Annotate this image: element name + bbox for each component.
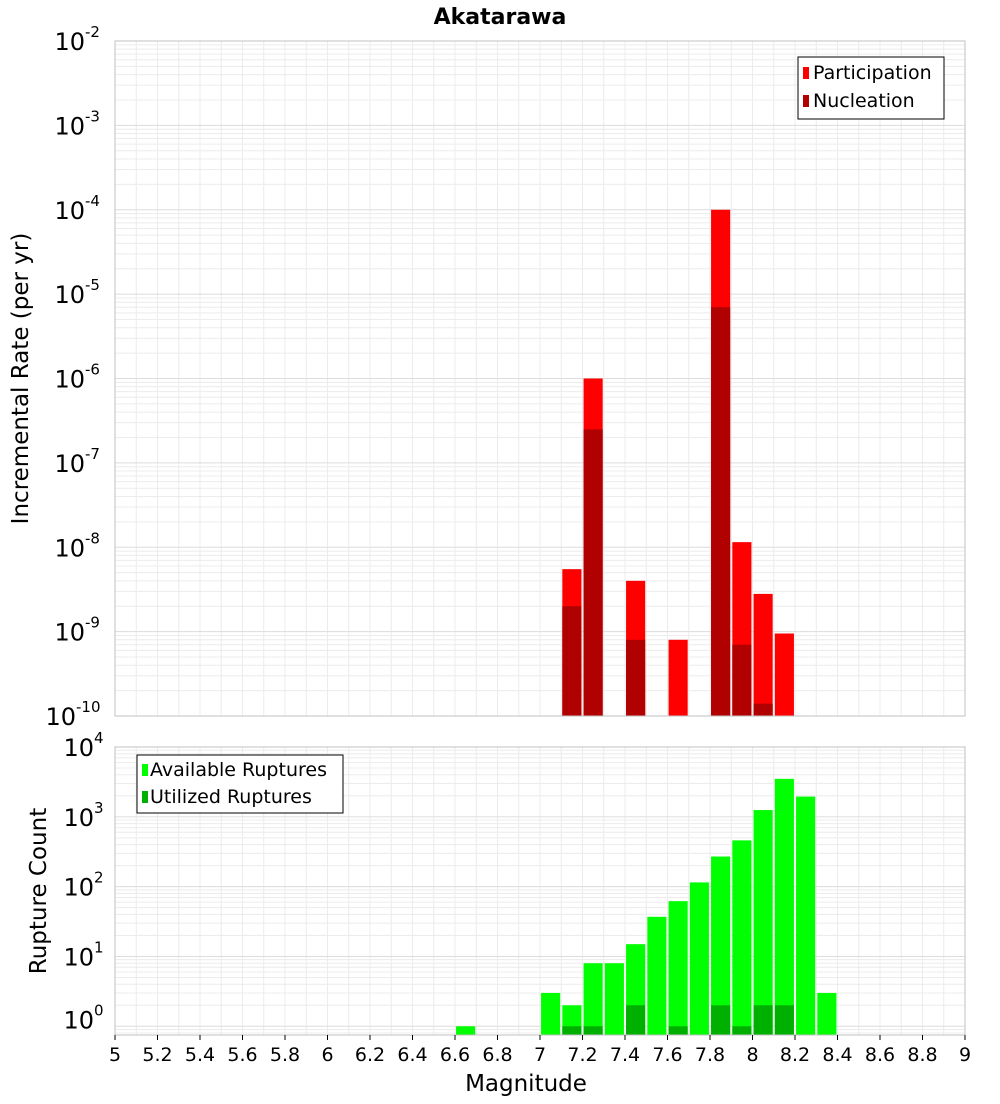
x-tick-label: 6.8 bbox=[482, 1044, 512, 1066]
y-tick-label-base: 10 bbox=[45, 703, 76, 731]
y-tick-label-base: 10 bbox=[54, 619, 85, 647]
y-tick-label-exponent: -2 bbox=[85, 23, 100, 41]
legend-label: Nucleation bbox=[813, 90, 915, 112]
nucleation-bar bbox=[583, 429, 603, 716]
plot-frame bbox=[114, 40, 966, 717]
y-tick-label-base: 10 bbox=[54, 281, 85, 309]
available-ruptures-bar bbox=[732, 840, 752, 1035]
legend-swatch bbox=[142, 764, 148, 776]
utilized-ruptures-bar bbox=[711, 1005, 731, 1035]
available-ruptures-bar bbox=[604, 963, 624, 1035]
legend-swatch bbox=[803, 67, 809, 79]
y-axis-label: Rupture Count bbox=[26, 808, 52, 974]
x-tick-label: 8.4 bbox=[822, 1044, 852, 1066]
y-tick-label-exponent: -9 bbox=[85, 614, 100, 632]
y-tick-label-exponent: -4 bbox=[85, 192, 100, 210]
utilized-ruptures-bar bbox=[668, 1026, 688, 1035]
x-axis-label: Magnitude bbox=[465, 1071, 587, 1097]
y-tick-label-exponent: -3 bbox=[85, 107, 100, 125]
x-tick-label: 6.2 bbox=[355, 1044, 385, 1066]
y-tick-label-exponent: 4 bbox=[94, 729, 104, 747]
legend-label: Participation bbox=[813, 62, 932, 84]
available-ruptures-bar bbox=[774, 778, 794, 1035]
legend-swatch bbox=[142, 791, 148, 803]
nucleation-bar bbox=[732, 644, 752, 716]
x-tick-label: 7.2 bbox=[567, 1044, 597, 1066]
x-tick-label: 8 bbox=[746, 1044, 758, 1066]
utilized-ruptures-bar bbox=[583, 1026, 603, 1035]
x-tick-label: 6.4 bbox=[397, 1044, 427, 1066]
y-tick-label-base: 10 bbox=[54, 450, 85, 478]
chart-title: Akatarawa bbox=[434, 5, 567, 30]
y-axis-label: Incremental Rate (per yr) bbox=[8, 233, 34, 525]
y-tick-label-exponent: -10 bbox=[76, 698, 101, 716]
x-tick-label: 8.6 bbox=[865, 1044, 895, 1066]
available-ruptures-bar bbox=[817, 992, 837, 1035]
utilized-ruptures-bar bbox=[774, 1005, 794, 1035]
y-tick-label-exponent: 0 bbox=[94, 1001, 104, 1019]
y-tick-label-base: 10 bbox=[54, 112, 85, 140]
y-tick-label-base: 10 bbox=[63, 804, 94, 832]
y-tick-label-exponent: 1 bbox=[94, 938, 104, 956]
y-tick-label-exponent: -6 bbox=[85, 361, 100, 379]
utilized-ruptures-bar bbox=[732, 1026, 752, 1035]
y-tick-label-base: 10 bbox=[63, 874, 94, 902]
x-tick-label: 5.6 bbox=[227, 1044, 257, 1066]
x-tick-label: 6 bbox=[321, 1044, 333, 1066]
nucleation-bar bbox=[626, 639, 646, 716]
legend-box bbox=[136, 754, 344, 814]
y-tick-label-base: 10 bbox=[63, 1006, 94, 1034]
utilized-ruptures-bar bbox=[626, 1005, 646, 1035]
nucleation-bar bbox=[711, 307, 731, 716]
x-tick-label: 5.8 bbox=[270, 1044, 300, 1066]
available-ruptures-bar bbox=[796, 796, 816, 1035]
legend-swatch bbox=[803, 95, 809, 107]
participation-bar bbox=[668, 639, 688, 716]
y-tick-label-base: 10 bbox=[54, 197, 85, 225]
x-tick-label: 7.8 bbox=[695, 1044, 725, 1066]
utilized-ruptures-bar bbox=[562, 1026, 582, 1035]
x-tick-label: 8.2 bbox=[780, 1044, 810, 1066]
legend-box bbox=[797, 56, 945, 120]
participation-bar bbox=[774, 633, 794, 716]
y-tick-label-base: 10 bbox=[63, 943, 94, 971]
legend-label: Available Ruptures bbox=[150, 759, 327, 781]
utilized-ruptures-bar bbox=[753, 1005, 773, 1035]
available-ruptures-bar bbox=[711, 856, 731, 1035]
x-tick-label: 7.6 bbox=[652, 1044, 682, 1066]
y-tick-label-exponent: 3 bbox=[94, 799, 104, 817]
available-ruptures-bar bbox=[668, 901, 688, 1035]
y-tick-label-base: 10 bbox=[54, 28, 85, 56]
x-tick-label: 9 bbox=[959, 1044, 971, 1066]
y-tick-label-exponent: -5 bbox=[85, 276, 100, 294]
x-tick-label: 7 bbox=[534, 1044, 546, 1066]
x-tick-label: 7.4 bbox=[610, 1044, 640, 1066]
x-tick-label: 5.2 bbox=[142, 1044, 172, 1066]
x-tick-label: 8.8 bbox=[907, 1044, 937, 1066]
y-tick-label-base: 10 bbox=[54, 534, 85, 562]
available-ruptures-bar bbox=[647, 916, 667, 1035]
participation-bar bbox=[753, 593, 773, 716]
x-tick-label: 6.6 bbox=[440, 1044, 470, 1066]
nucleation-bar bbox=[562, 606, 582, 716]
available-ruptures-bar bbox=[583, 963, 603, 1035]
legend-label: Utilized Ruptures bbox=[150, 786, 312, 808]
available-ruptures-bar bbox=[456, 1026, 476, 1035]
y-tick-label-base: 10 bbox=[54, 366, 85, 394]
nucleation-bar bbox=[753, 703, 773, 716]
y-tick-label-exponent: 2 bbox=[94, 869, 104, 887]
y-tick-label-base: 10 bbox=[63, 734, 94, 762]
y-tick-label-exponent: -8 bbox=[85, 529, 100, 547]
available-ruptures-bar bbox=[753, 810, 773, 1035]
y-tick-label-exponent: -7 bbox=[85, 445, 100, 463]
available-ruptures-bar bbox=[689, 882, 709, 1035]
x-tick-label: 5 bbox=[109, 1044, 121, 1066]
x-tick-label: 5.4 bbox=[185, 1044, 215, 1066]
available-ruptures-bar bbox=[541, 992, 561, 1035]
